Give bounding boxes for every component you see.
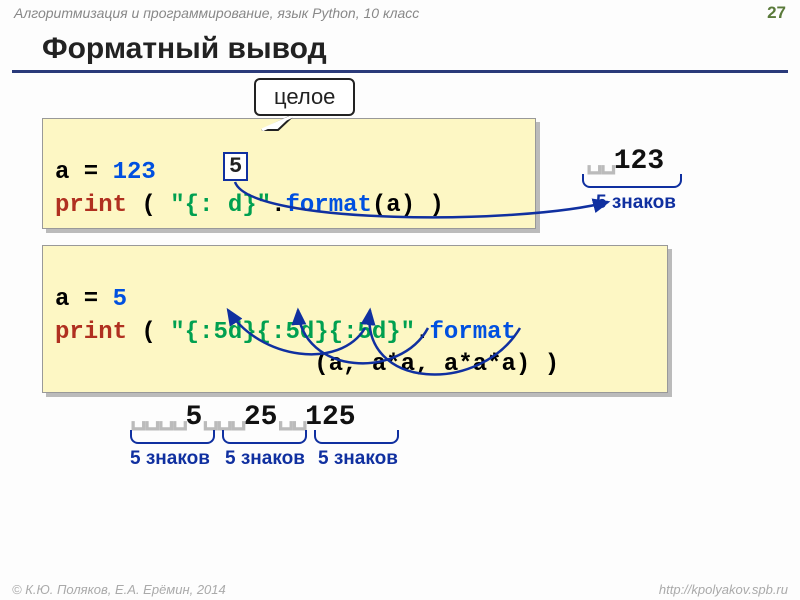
znak-label-1: 5 знаков xyxy=(596,192,676,214)
out2-v2: 25 xyxy=(244,402,278,433)
five-highlight-box: 5 xyxy=(223,152,248,181)
code1-args: (a) ) xyxy=(372,192,444,219)
code-block-2: a = 5 print ( "{:5d}{:5d}{:5d}".format (… xyxy=(42,245,668,393)
footer-url: http://kpolyakov.spb.ru xyxy=(659,582,788,597)
code1-value: 123 xyxy=(113,159,156,186)
code2-args: (a, a*a, a*a*a) ) xyxy=(314,351,559,378)
out2-v3: 125 xyxy=(305,402,355,433)
callout-integer: целое xyxy=(254,78,355,116)
output1-pad: ␣␣ xyxy=(586,146,614,177)
code2-fmt: "{:5d}{:5d}{:5d}" xyxy=(170,319,415,346)
brace-2a xyxy=(130,430,215,444)
znak-2a: 5 знаков xyxy=(130,448,210,470)
brace-2c xyxy=(314,430,399,444)
slide-header: Алгоритмизация и программирование, язык … xyxy=(0,0,800,26)
out2-pad3: ␣␣ xyxy=(277,402,305,433)
code2-value: 5 xyxy=(113,286,127,313)
code2-format: format xyxy=(429,319,515,346)
out2-v1: 5 xyxy=(185,402,202,433)
code1-dot: . xyxy=(271,192,285,219)
page-number: 27 xyxy=(767,3,786,23)
code1-assign: a = xyxy=(55,159,113,186)
code2-assign: a = xyxy=(55,286,113,313)
out2-pad1: ␣␣␣␣ xyxy=(130,402,185,433)
out2-pad2: ␣␣␣ xyxy=(202,402,244,433)
code-block-1: a = 123 print ( "{: 5 d}".format(a) ) xyxy=(42,118,536,229)
code1-fmt-a: "{: xyxy=(170,192,213,219)
code1-format: format xyxy=(285,192,371,219)
output-1: ␣␣123 xyxy=(586,142,664,177)
znak-2c: 5 знаков xyxy=(318,448,398,470)
output1-value: 123 xyxy=(614,146,664,177)
subject-text: Алгоритмизация и программирование, язык … xyxy=(14,5,419,21)
output-2: ␣␣␣␣5␣␣␣25␣␣125 xyxy=(130,398,356,433)
code2-dot: . xyxy=(415,319,429,346)
callout-label: целое xyxy=(274,84,335,109)
footer-author: © К.Ю. Поляков, Е.А. Ерёмин, 2014 xyxy=(12,582,226,597)
code2-paren: ( xyxy=(127,319,170,346)
slide-title: Форматный вывод xyxy=(12,26,788,73)
slide-footer: © К.Ю. Поляков, Е.А. Ерёмин, 2014 http:/… xyxy=(0,582,800,597)
brace-2b xyxy=(222,430,307,444)
znak-2b: 5 знаков xyxy=(225,448,305,470)
brace-1 xyxy=(582,174,682,188)
code1-print: print xyxy=(55,192,127,219)
code2-print: print xyxy=(55,319,127,346)
code1-fmt-b: d}" xyxy=(228,192,271,219)
code1-paren: ( xyxy=(127,192,170,219)
